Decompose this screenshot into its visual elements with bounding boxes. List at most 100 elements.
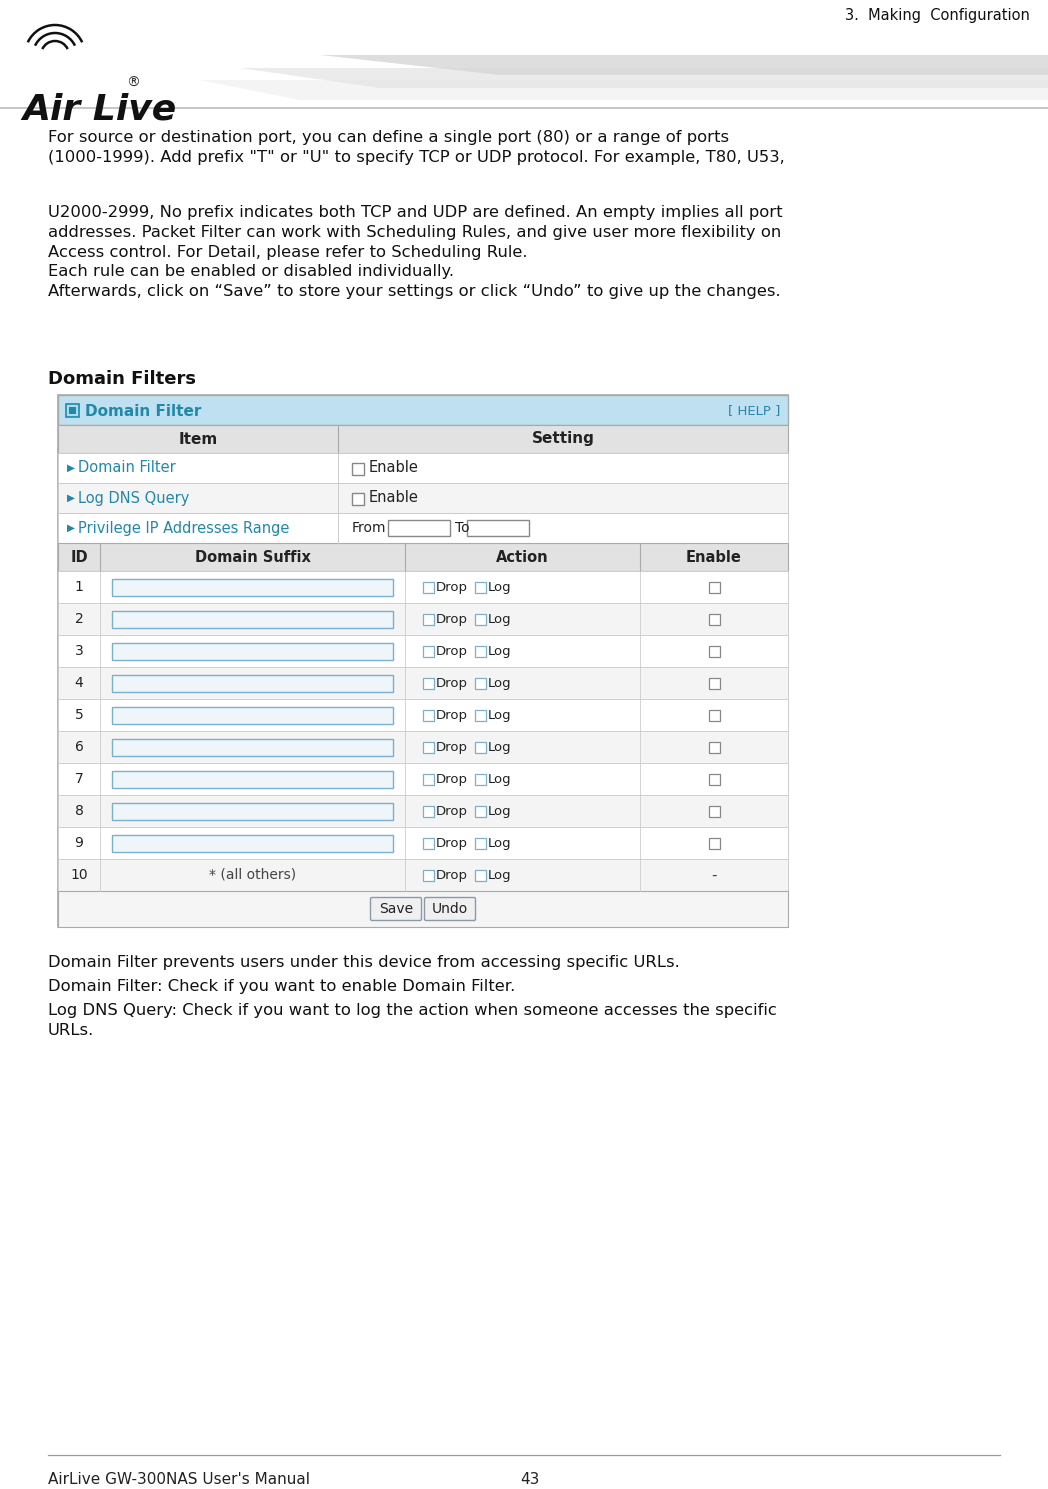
Bar <box>423 870 434 880</box>
Text: Log DNS Query: Log DNS Query <box>78 490 190 505</box>
Text: Setting: Setting <box>531 432 594 447</box>
Bar <box>475 582 486 593</box>
Bar <box>112 770 393 788</box>
Bar <box>475 613 486 624</box>
Bar <box>58 731 788 762</box>
Bar <box>58 395 788 424</box>
Bar <box>112 642 393 660</box>
Bar <box>58 514 788 543</box>
Text: Drop: Drop <box>436 676 468 689</box>
Polygon shape <box>240 68 1048 88</box>
Text: Log: Log <box>488 804 511 817</box>
Text: Log: Log <box>488 773 511 786</box>
Text: 3: 3 <box>74 645 84 658</box>
Bar <box>423 582 434 593</box>
Text: Drop: Drop <box>436 645 468 658</box>
Bar <box>423 773 434 785</box>
Text: Domain Filter prevents users under this device from accessing specific URLs.: Domain Filter prevents users under this … <box>48 954 680 969</box>
Text: Log: Log <box>488 709 511 722</box>
Text: Drop: Drop <box>436 709 468 722</box>
Bar <box>475 806 486 816</box>
Text: Domain Filter: Check if you want to enable Domain Filter.: Domain Filter: Check if you want to enab… <box>48 978 516 995</box>
Text: 9: 9 <box>74 835 84 850</box>
Text: Domain Filters: Domain Filters <box>48 369 196 389</box>
Bar <box>388 520 450 536</box>
Text: For source or destination port, you can define a single port (80) or a range of : For source or destination port, you can … <box>48 130 785 165</box>
Text: Drop: Drop <box>436 773 468 786</box>
Text: Log DNS Query: Check if you want to log the action when someone accesses the spe: Log DNS Query: Check if you want to log … <box>48 1004 777 1038</box>
Text: 4: 4 <box>74 676 84 689</box>
Polygon shape <box>320 55 1048 74</box>
Bar <box>66 404 79 417</box>
Bar <box>112 579 393 596</box>
Text: Item: Item <box>178 432 218 447</box>
Bar <box>423 613 434 624</box>
Text: ▶: ▶ <box>67 493 75 503</box>
Text: * (all others): * (all others) <box>209 868 297 881</box>
Bar <box>423 709 434 721</box>
Bar <box>475 646 486 657</box>
Text: From: From <box>352 521 387 535</box>
Bar <box>58 826 788 859</box>
FancyBboxPatch shape <box>371 898 421 920</box>
Bar <box>58 453 788 482</box>
Bar <box>475 837 486 849</box>
Bar <box>58 395 788 928</box>
Text: 10: 10 <box>70 868 88 881</box>
Text: 8: 8 <box>74 804 84 817</box>
Text: ▶: ▶ <box>67 523 75 533</box>
Bar <box>475 870 486 880</box>
Bar <box>58 634 788 667</box>
Bar <box>58 795 788 826</box>
Bar <box>423 677 434 688</box>
Bar <box>112 739 393 755</box>
Bar <box>352 463 364 475</box>
Bar <box>58 543 788 570</box>
Bar <box>112 834 393 852</box>
Bar <box>112 706 393 724</box>
Bar <box>475 677 486 688</box>
Text: Log: Log <box>488 645 511 658</box>
Text: Drop: Drop <box>436 740 468 753</box>
Text: Drop: Drop <box>436 804 468 817</box>
Text: Air Live: Air Live <box>22 92 176 127</box>
Bar <box>58 890 788 928</box>
Bar <box>112 675 393 691</box>
Text: Enable: Enable <box>369 490 419 505</box>
Bar <box>708 742 720 752</box>
Bar <box>352 493 364 505</box>
Text: ▶: ▶ <box>67 463 75 474</box>
Bar <box>58 698 788 731</box>
Bar <box>423 742 434 752</box>
Text: Log: Log <box>488 837 511 850</box>
Bar <box>708 677 720 688</box>
Text: 2: 2 <box>74 612 84 625</box>
Bar <box>58 762 788 795</box>
Text: AirLive GW-300NAS User's Manual: AirLive GW-300NAS User's Manual <box>48 1473 310 1488</box>
Text: ®: ® <box>126 76 139 89</box>
Bar <box>423 646 434 657</box>
Text: 43: 43 <box>520 1473 540 1488</box>
Bar <box>112 803 393 819</box>
Bar <box>475 742 486 752</box>
Text: ID: ID <box>70 549 88 564</box>
Bar <box>423 806 434 816</box>
FancyBboxPatch shape <box>424 898 476 920</box>
Bar <box>58 482 788 514</box>
Bar <box>58 859 788 890</box>
Bar <box>69 406 77 414</box>
Bar <box>58 603 788 634</box>
Bar <box>708 646 720 657</box>
Text: To: To <box>455 521 470 535</box>
Text: Log: Log <box>488 740 511 753</box>
Text: 1: 1 <box>74 581 84 594</box>
Text: 7: 7 <box>74 771 84 786</box>
Bar <box>423 837 434 849</box>
Text: U2000-2999, No prefix indicates both TCP and UDP are defined. An empty implies a: U2000-2999, No prefix indicates both TCP… <box>48 205 783 299</box>
Bar <box>708 773 720 785</box>
Text: Drop: Drop <box>436 837 468 850</box>
Text: Log: Log <box>488 676 511 689</box>
Text: Domain Filter: Domain Filter <box>85 404 201 418</box>
Bar <box>475 773 486 785</box>
Bar <box>708 837 720 849</box>
